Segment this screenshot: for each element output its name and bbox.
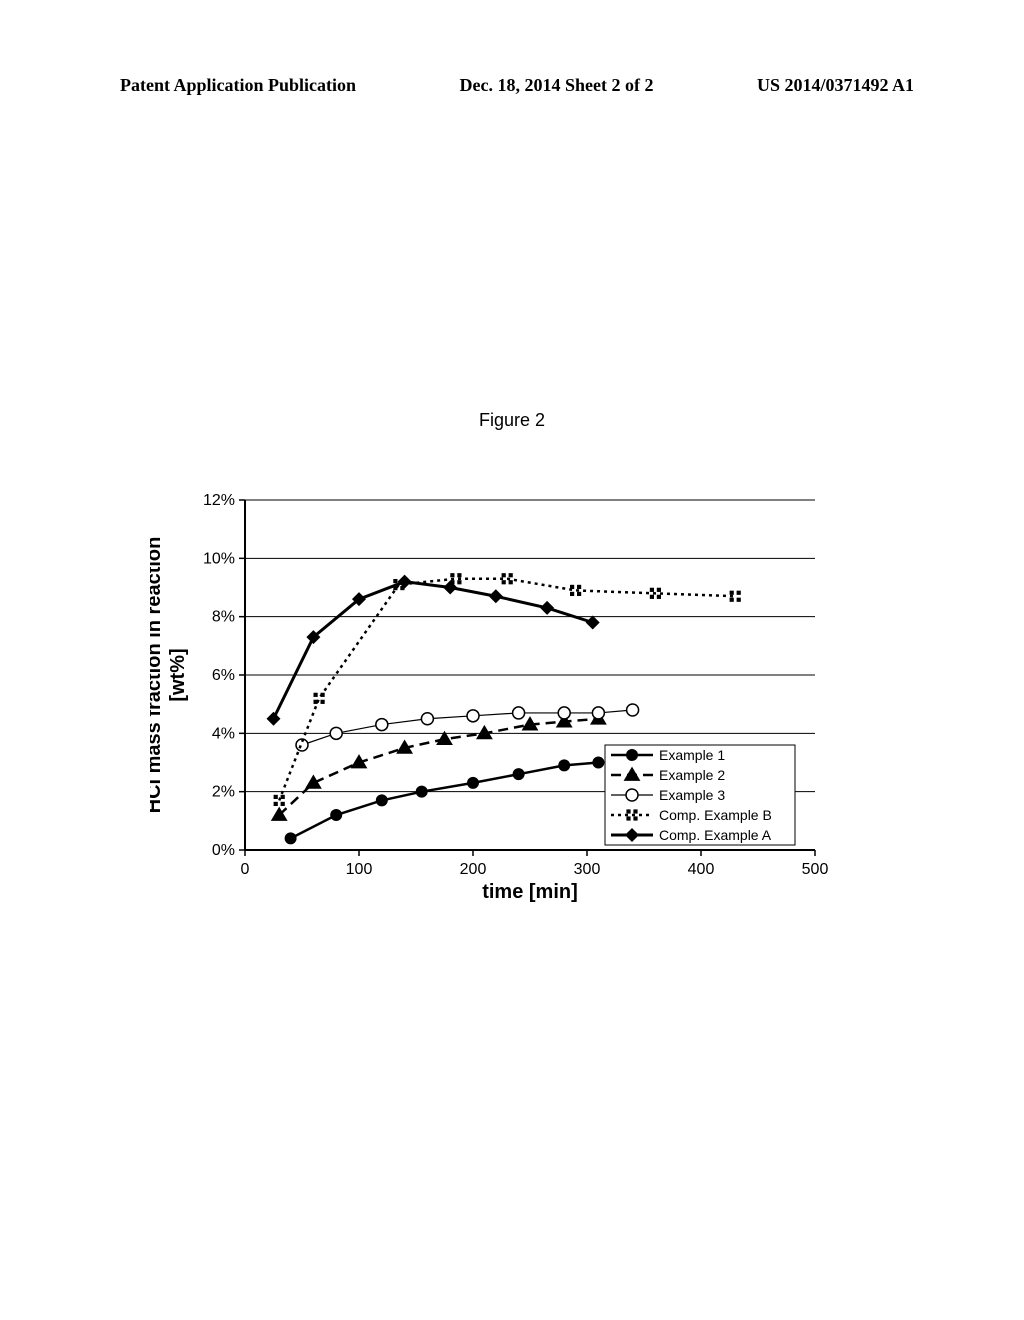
page-header: Patent Application Publication Dec. 18, …: [0, 75, 1024, 96]
svg-text:12%: 12%: [203, 492, 235, 509]
svg-text:10%: 10%: [203, 550, 235, 567]
svg-text:HCl mass fraction in reaction: HCl mass fraction in reaction: [150, 537, 165, 814]
svg-text:8%: 8%: [212, 609, 235, 626]
svg-text:6%: 6%: [212, 667, 235, 684]
svg-text:Example 3: Example 3: [659, 787, 725, 803]
header-center: Dec. 18, 2014 Sheet 2 of 2: [460, 75, 654, 96]
svg-text:100: 100: [346, 861, 373, 878]
svg-text:0%: 0%: [212, 842, 235, 859]
svg-text:Comp. Example A: Comp. Example A: [659, 827, 772, 843]
svg-text:0: 0: [241, 861, 250, 878]
header-left: Patent Application Publication: [120, 75, 356, 96]
svg-text:Comp. Example B: Comp. Example B: [659, 807, 772, 823]
svg-text:4%: 4%: [212, 725, 235, 742]
header-right: US 2014/0371492 A1: [757, 75, 914, 96]
svg-text:400: 400: [688, 861, 715, 878]
svg-text:300: 300: [574, 861, 601, 878]
svg-text:time [min]: time [min]: [482, 881, 578, 903]
chart-container: 0% 2% 4% 6% 8% 10% 12% 0 100 200 300 400 500 HCl mass…: [150, 490, 880, 935]
svg-text:200: 200: [460, 861, 487, 878]
svg-text:Example 1: Example 1: [659, 747, 725, 763]
svg-text:500: 500: [802, 861, 829, 878]
figure-caption: Figure 2: [0, 410, 1024, 431]
svg-text:2%: 2%: [212, 784, 235, 801]
chart-svg: 0% 2% 4% 6% 8% 10% 12% 0 100 200 300 400 500 HCl mass…: [150, 490, 880, 930]
svg-text:[wt%]: [wt%]: [167, 648, 189, 701]
svg-text:Example 2: Example 2: [659, 767, 725, 783]
